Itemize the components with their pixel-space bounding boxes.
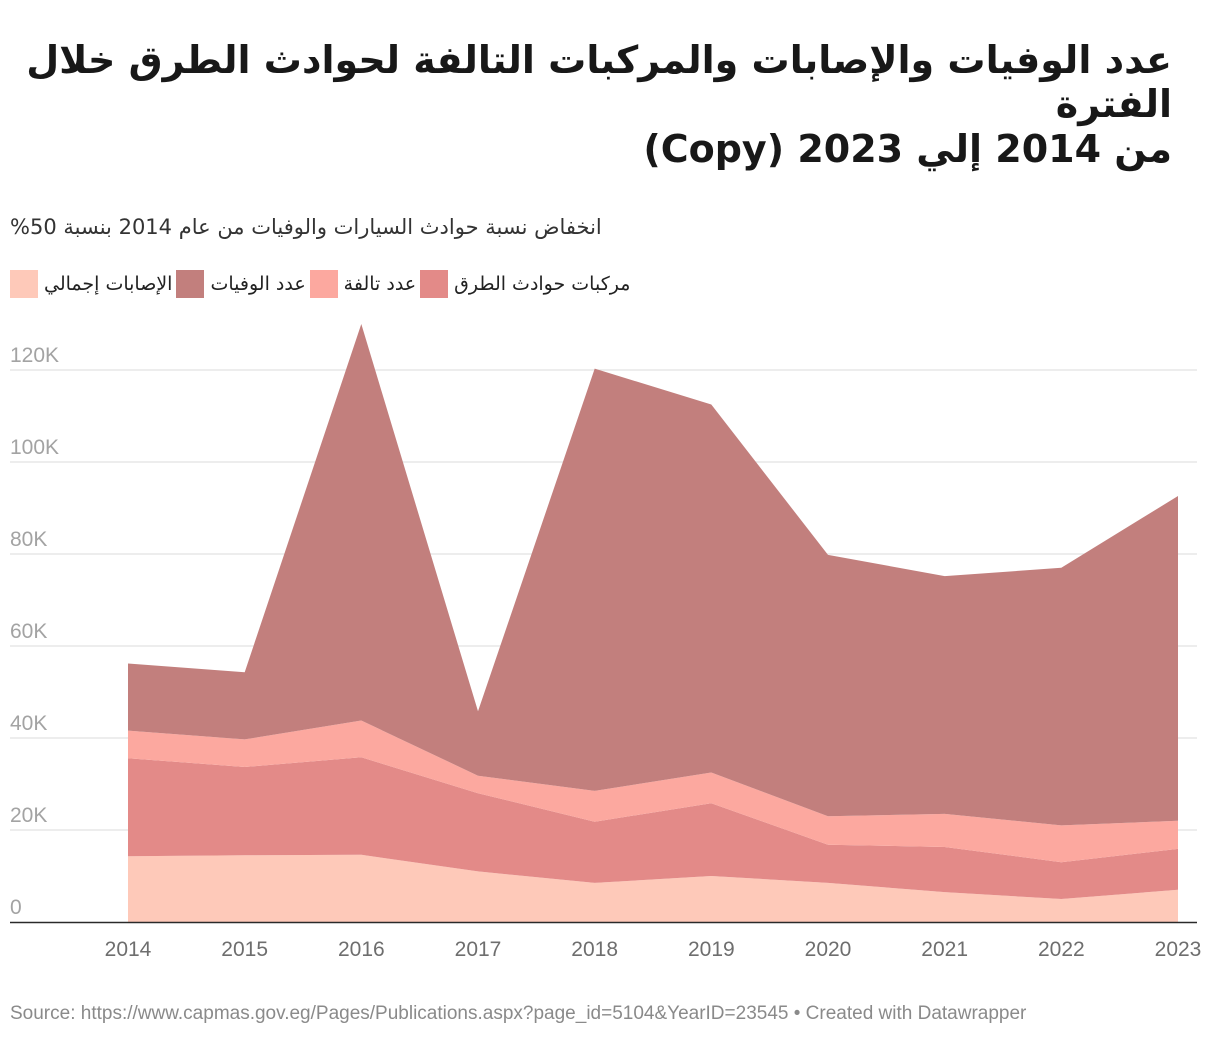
- area-series-0: [128, 854, 1178, 922]
- y-tick-label: 0: [10, 896, 22, 919]
- legend-swatch-vehicles: [420, 270, 449, 298]
- legend-swatch-damaged: [309, 270, 338, 298]
- x-tick-label: 2021: [921, 938, 968, 961]
- legend-label-deaths: عدد الوفيات: [210, 273, 306, 295]
- x-tick-label: 2016: [338, 938, 385, 961]
- x-tick-label: 2017: [455, 938, 502, 961]
- y-tick-label: 60K: [10, 620, 47, 643]
- x-tick-label: 2015: [221, 938, 268, 961]
- legend-label-vehicles: مركبات حوادث الطرق: [454, 273, 631, 295]
- x-axis-ticks: 2014 2015 2016 2017 2018 2019 2020 2021 2022 2023: [105, 938, 1202, 961]
- legend-item-damaged: عدد تالفة: [309, 270, 417, 298]
- y-tick-label: 20K: [10, 804, 47, 827]
- legend-label-damaged: عدد تالفة: [343, 273, 417, 295]
- x-tick-label: 2022: [1038, 938, 1085, 961]
- area-series: [128, 324, 1178, 922]
- y-tick-label: 120K: [10, 344, 59, 367]
- area-series-2: [128, 720, 1178, 863]
- chart-title-line1: عدد الوفيات والإصابات والمركبات التالفة …: [26, 38, 1172, 126]
- chart-legend: الإصابات إجمالي عدد الوفيات عدد تالفة مر…: [10, 270, 634, 298]
- source-footer: Source: https://www.capmas.gov.eg/Pages/…: [10, 1003, 1027, 1024]
- legend-item-injuries: الإصابات إجمالي: [10, 270, 172, 298]
- legend-swatch-deaths: [176, 270, 205, 298]
- x-tick-label: 2023: [1155, 938, 1202, 961]
- x-tick-label: 2018: [571, 938, 618, 961]
- chart-subtitle: %انخفاض نسبة حوادث السيارات والوفيات من …: [10, 215, 602, 239]
- legend-item-deaths: عدد الوفيات: [176, 270, 306, 298]
- area-series-3: [128, 324, 1178, 826]
- legend-swatch-injuries: [10, 270, 38, 298]
- x-tick-label: 2019: [688, 938, 735, 961]
- x-tick-label: 2014: [105, 938, 152, 961]
- y-tick-label: 100K: [10, 436, 59, 459]
- y-axis-ticks: 0 20K 40K 60K 80K 100K 120K: [10, 344, 59, 919]
- y-tick-label: 80K: [10, 528, 47, 551]
- x-tick-label: 2020: [805, 938, 852, 961]
- chart-title-line2: من 2014 إلي 2023 (Copy): [643, 127, 1172, 171]
- y-tick-label: 40K: [10, 712, 47, 735]
- legend-item-vehicles: مركبات حوادث الطرق: [420, 270, 630, 298]
- area-series-1: [128, 757, 1178, 899]
- legend-label-injuries: الإصابات إجمالي: [44, 273, 173, 295]
